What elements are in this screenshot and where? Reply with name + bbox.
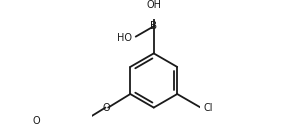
Text: OH: OH bbox=[146, 0, 161, 10]
Text: Cl: Cl bbox=[203, 103, 213, 113]
Text: B: B bbox=[150, 21, 157, 31]
Text: HO: HO bbox=[117, 33, 132, 43]
Text: O: O bbox=[32, 116, 40, 126]
Text: O: O bbox=[102, 103, 110, 113]
